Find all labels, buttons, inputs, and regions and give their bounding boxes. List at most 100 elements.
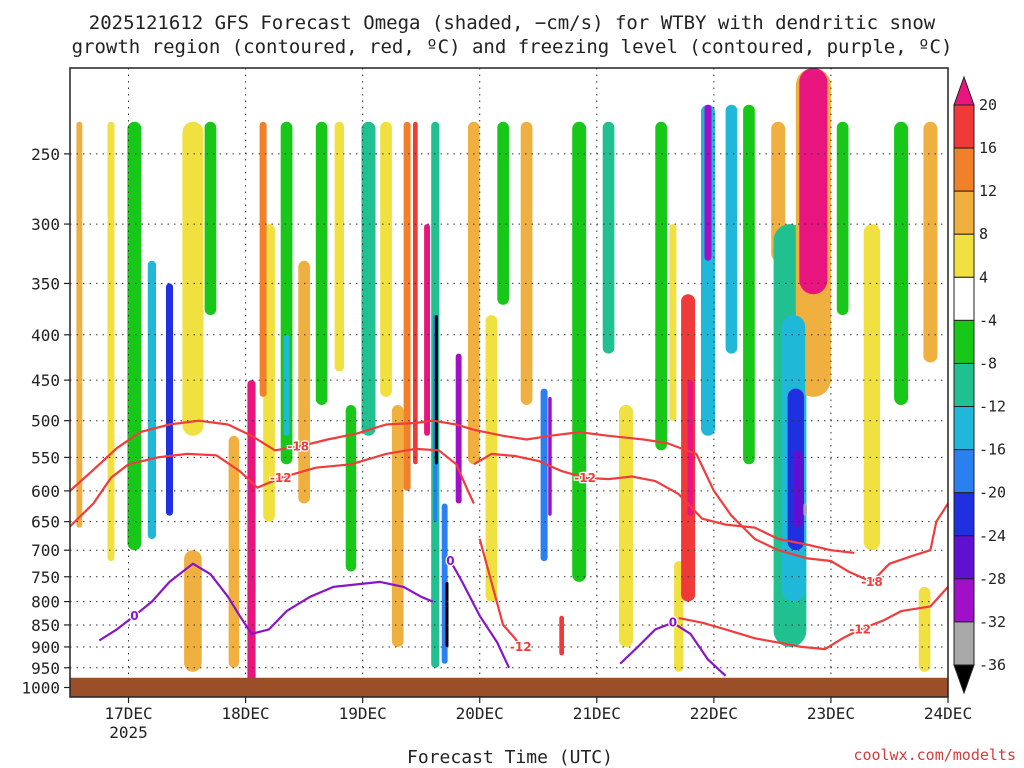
omega-cell-20	[836, 121, 849, 316]
omega-cell-40	[283, 334, 290, 436]
y-tick-label-750: 750	[31, 568, 60, 587]
omega-cell-23	[391, 405, 404, 647]
colorbar-label-0: 20	[979, 96, 997, 114]
omega-cell-2	[107, 121, 115, 562]
dgz-contour-label-2: -12	[574, 471, 596, 485]
colorbar-band-11	[953, 578, 975, 623]
x-tick-sublabel-17: 2025	[109, 723, 148, 742]
colorbar-label-7: -12	[979, 398, 1006, 416]
omega-cell-55	[793, 450, 803, 528]
y-tick-label-400: 400	[31, 326, 60, 345]
dgz-contour-label-1: -12	[270, 471, 292, 485]
colorbar-band-3	[953, 233, 975, 278]
omega-cell-50	[166, 283, 173, 516]
plot-area: -18 -12 -12 -18 -12 -12 0 0 0	[70, 68, 948, 697]
dgz-contour-line-2	[473, 452, 855, 554]
omega-cell-37	[259, 121, 267, 397]
dgz-contour-label-3: -18	[861, 575, 883, 589]
omega-cell-45	[540, 388, 548, 562]
y-tick-label-800: 800	[31, 593, 60, 612]
colorbar-bottom-triangle	[953, 664, 975, 695]
omega-cell-52	[424, 224, 430, 436]
x-tick-label-22: 22DEC	[690, 704, 738, 723]
omega-cell-4	[182, 121, 204, 436]
colorbar-band-2	[953, 190, 975, 235]
colorbar-band-7	[953, 406, 975, 451]
colorbar-band-1	[953, 147, 975, 192]
omega-cell-14	[918, 586, 931, 672]
y-tick-label-850: 850	[31, 616, 60, 635]
x-tick-label-18: 18DEC	[222, 704, 270, 723]
colorbar-top-triangle	[953, 75, 975, 106]
omega-cell-39	[147, 260, 156, 540]
chart-title-line2: growth region (contoured, red, ºC) and f…	[72, 36, 953, 58]
omega-cell-10	[619, 405, 633, 647]
omega-cell-46	[559, 615, 564, 656]
colorbar-label-3: 8	[979, 225, 988, 243]
dgz-contour-line-4	[478, 538, 522, 648]
omega-cell-5	[204, 121, 217, 316]
credit-link[interactable]: coolwx.com/modelts	[853, 746, 1016, 764]
omega-cell-27	[184, 550, 202, 672]
omega-cell-58	[704, 104, 712, 261]
omega-cell-1	[669, 224, 677, 421]
omega-cell-54	[799, 68, 828, 295]
colorbar-band-8	[953, 449, 975, 494]
colorbar-band-10	[953, 535, 975, 580]
omega-cell-28	[361, 121, 376, 436]
omega-cell-16	[345, 405, 357, 572]
colorbar-label-11: -28	[979, 570, 1006, 588]
omega-cell-44	[413, 121, 418, 465]
omega-cell-61	[445, 581, 449, 647]
y-tick-label-650: 650	[31, 513, 60, 532]
omega-cell-8	[380, 121, 392, 397]
colorbar-label-5: -4	[979, 311, 997, 329]
dgz-contour-label-0: -18	[287, 440, 309, 454]
colorbar-band-4	[953, 276, 975, 321]
y-tick-label-500: 500	[31, 412, 60, 431]
y-tick-label-250: 250	[31, 145, 60, 164]
omega-cell-17	[497, 121, 509, 305]
omega-cell-18	[572, 121, 587, 582]
colorbar-label-4: 4	[979, 268, 988, 286]
omega-cell-59	[803, 503, 807, 516]
colorbar-label-1: 16	[979, 139, 997, 157]
y-axis: 250 300 350 400 450 500 550 600 650 700 750 800 850 9…	[21, 145, 70, 697]
y-tick-label-550: 550	[31, 448, 60, 467]
omega-cell-49	[687, 380, 694, 516]
dgz-contour-line-1	[70, 447, 475, 528]
omega-cell-36	[403, 121, 411, 491]
colorbar-band-6	[953, 362, 975, 408]
y-tick-label-950: 950	[31, 659, 60, 678]
omega-cell-13	[863, 224, 881, 551]
terrain	[70, 677, 948, 697]
omega-cell-57	[548, 396, 552, 516]
colorbar-label-12: -32	[979, 613, 1006, 631]
colorbar-label-6: -8	[979, 354, 997, 372]
freezing-contour-label-0: 0	[130, 609, 138, 623]
omega-cell-24	[468, 121, 480, 465]
colorbar: 20 16 12 8 4 -4 -8 -12 -16 -20 -24 -28 -32 -36	[953, 75, 1006, 695]
colorbar-band-0	[953, 104, 975, 149]
omega-cell-29	[602, 121, 615, 354]
x-tick-label-21: 21DEC	[573, 704, 621, 723]
colorbar-band-12	[953, 621, 975, 666]
omega-cell-26	[76, 121, 83, 528]
freezing-contour-line-2	[619, 621, 727, 677]
y-tick-label-1000: 1000	[21, 678, 60, 697]
dgz-contour-label-5: -12	[849, 622, 871, 636]
x-axis-label: Forecast Time (UTC)	[407, 747, 613, 768]
y-tick-label-450: 450	[31, 371, 60, 390]
omega-cell-25	[923, 121, 938, 363]
y-tick-label-600: 600	[31, 482, 60, 501]
terrain-fill	[70, 677, 948, 697]
colorbar-label-9: -20	[979, 484, 1006, 502]
freezing-contour-label-2: 0	[669, 616, 677, 630]
plot-frame	[69, 67, 949, 698]
x-tick-label-24: 24DEC	[924, 704, 972, 723]
omega-cell-12	[743, 104, 755, 465]
contours: -18 -12 -12 -18 -12 -12 0 0 0	[70, 419, 948, 677]
colorbar-label-13: -36	[979, 656, 1006, 674]
dgz-contour-line-5	[678, 586, 948, 651]
